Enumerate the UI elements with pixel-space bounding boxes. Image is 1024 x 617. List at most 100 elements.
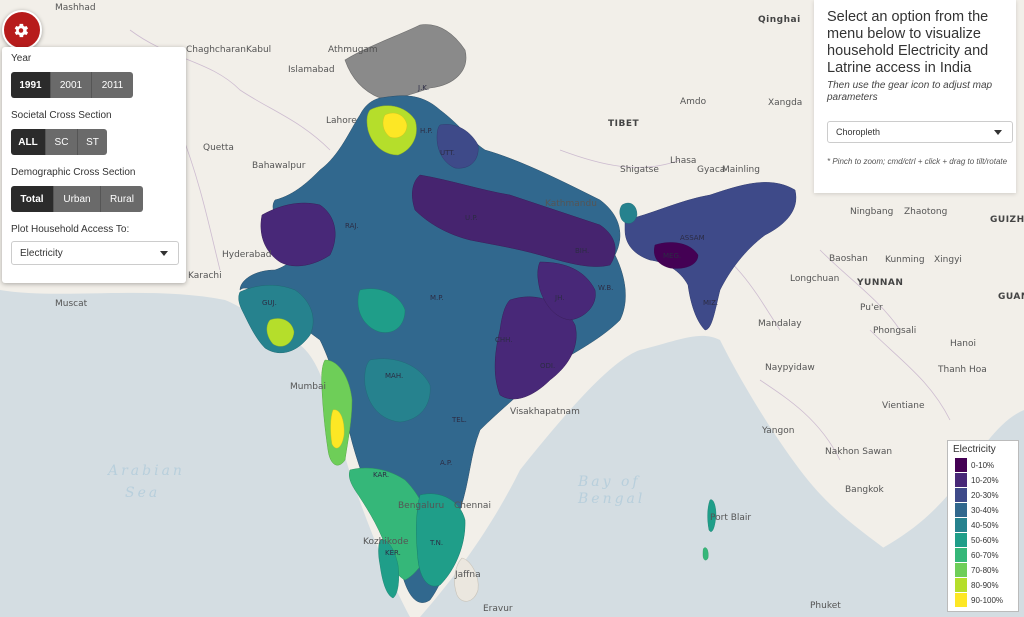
city-label: Chennai [454,501,491,511]
sea-label: Arabian [106,463,185,479]
city-label: Bangkok [845,485,885,495]
city-label: Kathmandu [545,199,597,209]
region-goa[interactable] [330,409,345,449]
state-label: MAH. [385,372,403,380]
legend-item: 30-40% [955,503,999,517]
region-south-green[interactable] [348,467,431,581]
city-label: Kozhikode [363,537,409,547]
societal-st-button[interactable]: ST [78,129,107,155]
legend-item: 60-70% [955,548,999,562]
city-label: GUIZHOU [990,215,1024,225]
region-uttarakhand[interactable] [436,124,479,169]
legend-item: 20-30% [955,488,999,502]
region-gujarat-coast[interactable] [266,318,295,347]
bay-of-bengal [420,335,1024,617]
city-label: Baoshan [829,254,868,264]
societal-button-group: ALL SC ST [11,129,107,155]
year-2001-button[interactable]: 2001 [51,72,92,98]
region-jharkhand[interactable] [537,261,596,321]
legend-item: 80-90% [955,578,999,592]
state-label: ASSAM [680,234,705,242]
settings-gear-button[interactable] [2,10,42,50]
control-panel: Year 1991 2001 2011 Societal Cross Secti… [2,47,186,283]
year-label: Year [11,53,32,64]
region-mah-interior[interactable] [364,358,431,423]
demographic-urban-button[interactable]: Urban [54,186,101,212]
state-label: UTT. [440,149,455,157]
demographic-rural-button[interactable]: Rural [101,186,143,212]
region-nicobar[interactable] [702,547,709,561]
legend-swatch [955,458,967,472]
region-andaman[interactable] [707,499,717,532]
state-labels: J.K. H.P. UTT. RAJ. U.P. BIH. M.P. GUJ. … [262,84,718,557]
legend-item: 40-50% [955,518,999,532]
demographic-total-button[interactable]: Total [11,186,54,212]
legend-swatch [955,548,967,562]
year-2011-button[interactable]: 2011 [92,72,133,98]
year-1991-button[interactable]: 1991 [11,72,51,98]
city-label: Xingyi [934,255,962,265]
legend-title: Electricity [953,444,996,455]
city-label: Ningbang [850,207,893,217]
legend: Electricity 0-10% 10-20% 20-30% 30-40% 40-50… [947,440,1019,612]
legend-item: 0-10% [955,458,994,472]
state-label: CHH. [495,336,513,344]
state-label: MEG. [663,252,681,260]
legend-swatch [955,533,967,547]
city-label: Kabul [246,45,271,55]
region-up-bihar[interactable] [412,174,616,267]
legend-swatch [955,578,967,592]
state-label: TEL. [451,416,467,424]
region-punjab-core[interactable] [382,112,408,138]
region-tamil-nadu[interactable] [416,493,466,587]
region-sikkim[interactable] [619,202,638,224]
demographic-button-group: Total Urban Rural [11,186,143,212]
region-mp-green[interactable] [357,288,406,333]
societal-all-button[interactable]: ALL [11,129,46,155]
state-label: JH. [554,294,564,302]
city-label: Vientiane [882,401,925,411]
city-label: Mumbai [290,382,326,392]
sea-label: Sea [125,485,160,501]
state-label: BIH. [575,247,589,255]
societal-sc-button[interactable]: SC [46,129,78,155]
city-label: Quetta [203,143,234,153]
borders [129,29,951,461]
info-subtitle: Then use the gear icon to adjust map par… [827,80,993,103]
city-label: Muscat [55,299,88,309]
societal-label: Societal Cross Section [11,110,112,121]
year-button-group: 1991 2001 2011 [11,72,133,98]
city-label: Karachi [188,271,222,281]
legend-label: 20-30% [971,490,999,500]
city-label: Eravur [483,604,513,614]
plot-access-select[interactable]: Electricity [11,241,179,265]
state-label: U.P. [465,214,478,222]
city-labels: Mashhad Qinghai Chaghcharan Kabul Athmug… [55,3,1024,614]
city-label: Thanh Hoa [937,365,987,375]
city-label: Phuket [810,601,841,611]
legend-label: 40-50% [971,520,999,530]
state-label: KER. [385,549,401,557]
city-label: Xangda [768,98,802,108]
sea-label: Bay of [577,474,641,490]
city-label: Jaffna [454,570,481,580]
region-rajasthan[interactable] [260,202,336,267]
city-label: Nakhon Sawan [825,447,892,457]
legend-label: 60-70% [971,550,999,560]
city-label: Amdo [680,97,707,107]
legend-swatch [955,488,967,502]
region-meghalaya[interactable] [654,242,699,269]
region-jammu-kashmir[interactable] [344,24,467,99]
region-kerala[interactable] [378,539,399,599]
chevron-down-icon [160,251,168,256]
legend-label: 70-80% [971,565,999,575]
state-label: KAR. [373,471,389,479]
city-label: Lhasa [670,156,696,166]
state-label: W.B. [598,284,613,292]
india-choropleth[interactable] [238,24,797,603]
legend-item: 90-100% [955,593,1003,607]
state-label: A.P. [440,459,452,467]
legend-label: 0-10% [971,460,995,470]
city-label: Hanoi [950,339,976,349]
map-type-select[interactable]: Choropleth [827,121,1013,143]
